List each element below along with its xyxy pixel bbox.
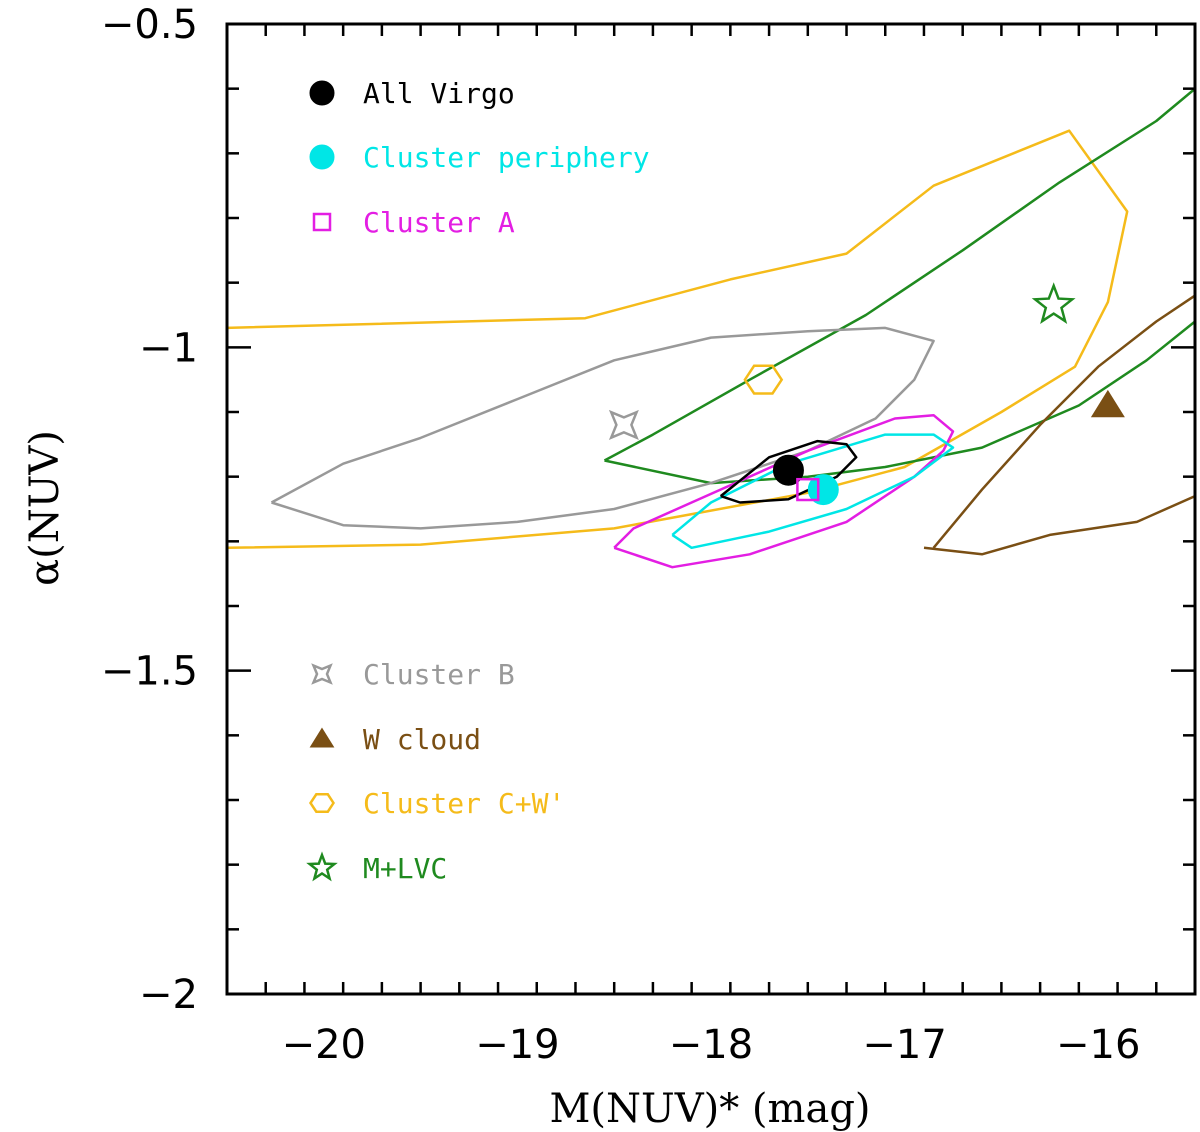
contour-m-lvc: [603, 87, 1195, 485]
markers-layer: [608, 282, 1125, 506]
contour-all-virgo: [719, 439, 858, 504]
contour-cluster-a: [613, 413, 955, 569]
x-tick-label: −17: [862, 1022, 946, 1068]
legend-label-w-cloud: W cloud: [363, 723, 481, 756]
legend-label-all-virgo: All Virgo: [363, 77, 515, 110]
legend: All Virgo Cluster periphery Cluster A Clust…: [306, 77, 650, 885]
y-tick-label: −0.5: [101, 2, 198, 48]
legend-marker-m-lvc: [306, 851, 338, 882]
x-tick-label: −18: [669, 1022, 753, 1068]
contour-cluster-periphery: [671, 433, 955, 550]
legend-label-cluster-c-w: Cluster C+W': [363, 787, 565, 820]
y-tick-label: −1.5: [101, 649, 198, 695]
point-all-virgo: [772, 454, 804, 486]
legend-marker-cluster-c-w: [308, 793, 335, 813]
axes-layer: −20 −19 −18 −17 −16 −2 −1.5 −1 −0.5: [101, 2, 1197, 1068]
legend-label-cluster-b: Cluster B: [363, 658, 515, 691]
contour-cluster-b: [270, 326, 935, 530]
point-cluster-b: [608, 409, 639, 441]
x-tick-label: −19: [475, 1022, 559, 1068]
x-tick-label: −16: [1056, 1022, 1140, 1068]
point-w-cloud: [1090, 389, 1125, 418]
legend-label-cluster-periphery: Cluster periphery: [363, 141, 650, 174]
y-axis-title: α(NUV): [22, 430, 68, 586]
point-cluster-c-w: [743, 364, 784, 395]
contours-layer: [227, 87, 1195, 569]
point-m-lvc: [1031, 282, 1076, 324]
legend-label-m-lvc: M+LVC: [363, 852, 447, 885]
legend-label-cluster-a: Cluster A: [363, 206, 515, 239]
y-tick-label: −1: [139, 325, 198, 371]
contour-cluster-c-w: [227, 129, 1129, 550]
x-axis-title: M(NUV)* (mag): [549, 1086, 870, 1132]
legend-marker-all-virgo: [309, 80, 335, 106]
legend-marker-cluster-a: [312, 212, 332, 232]
legend-marker-cluster-periphery: [309, 144, 335, 170]
legend-marker-cluster-b: [311, 663, 333, 685]
y-tick-label: −2: [139, 972, 198, 1018]
plot-frame: [225, 22, 1197, 996]
x-tick-label: −20: [282, 1022, 366, 1068]
legend-marker-w-cloud: [309, 727, 335, 748]
point-cluster-a: [796, 477, 820, 502]
contour-w-cloud: [923, 294, 1195, 556]
point-cluster-periphery: [807, 474, 839, 506]
